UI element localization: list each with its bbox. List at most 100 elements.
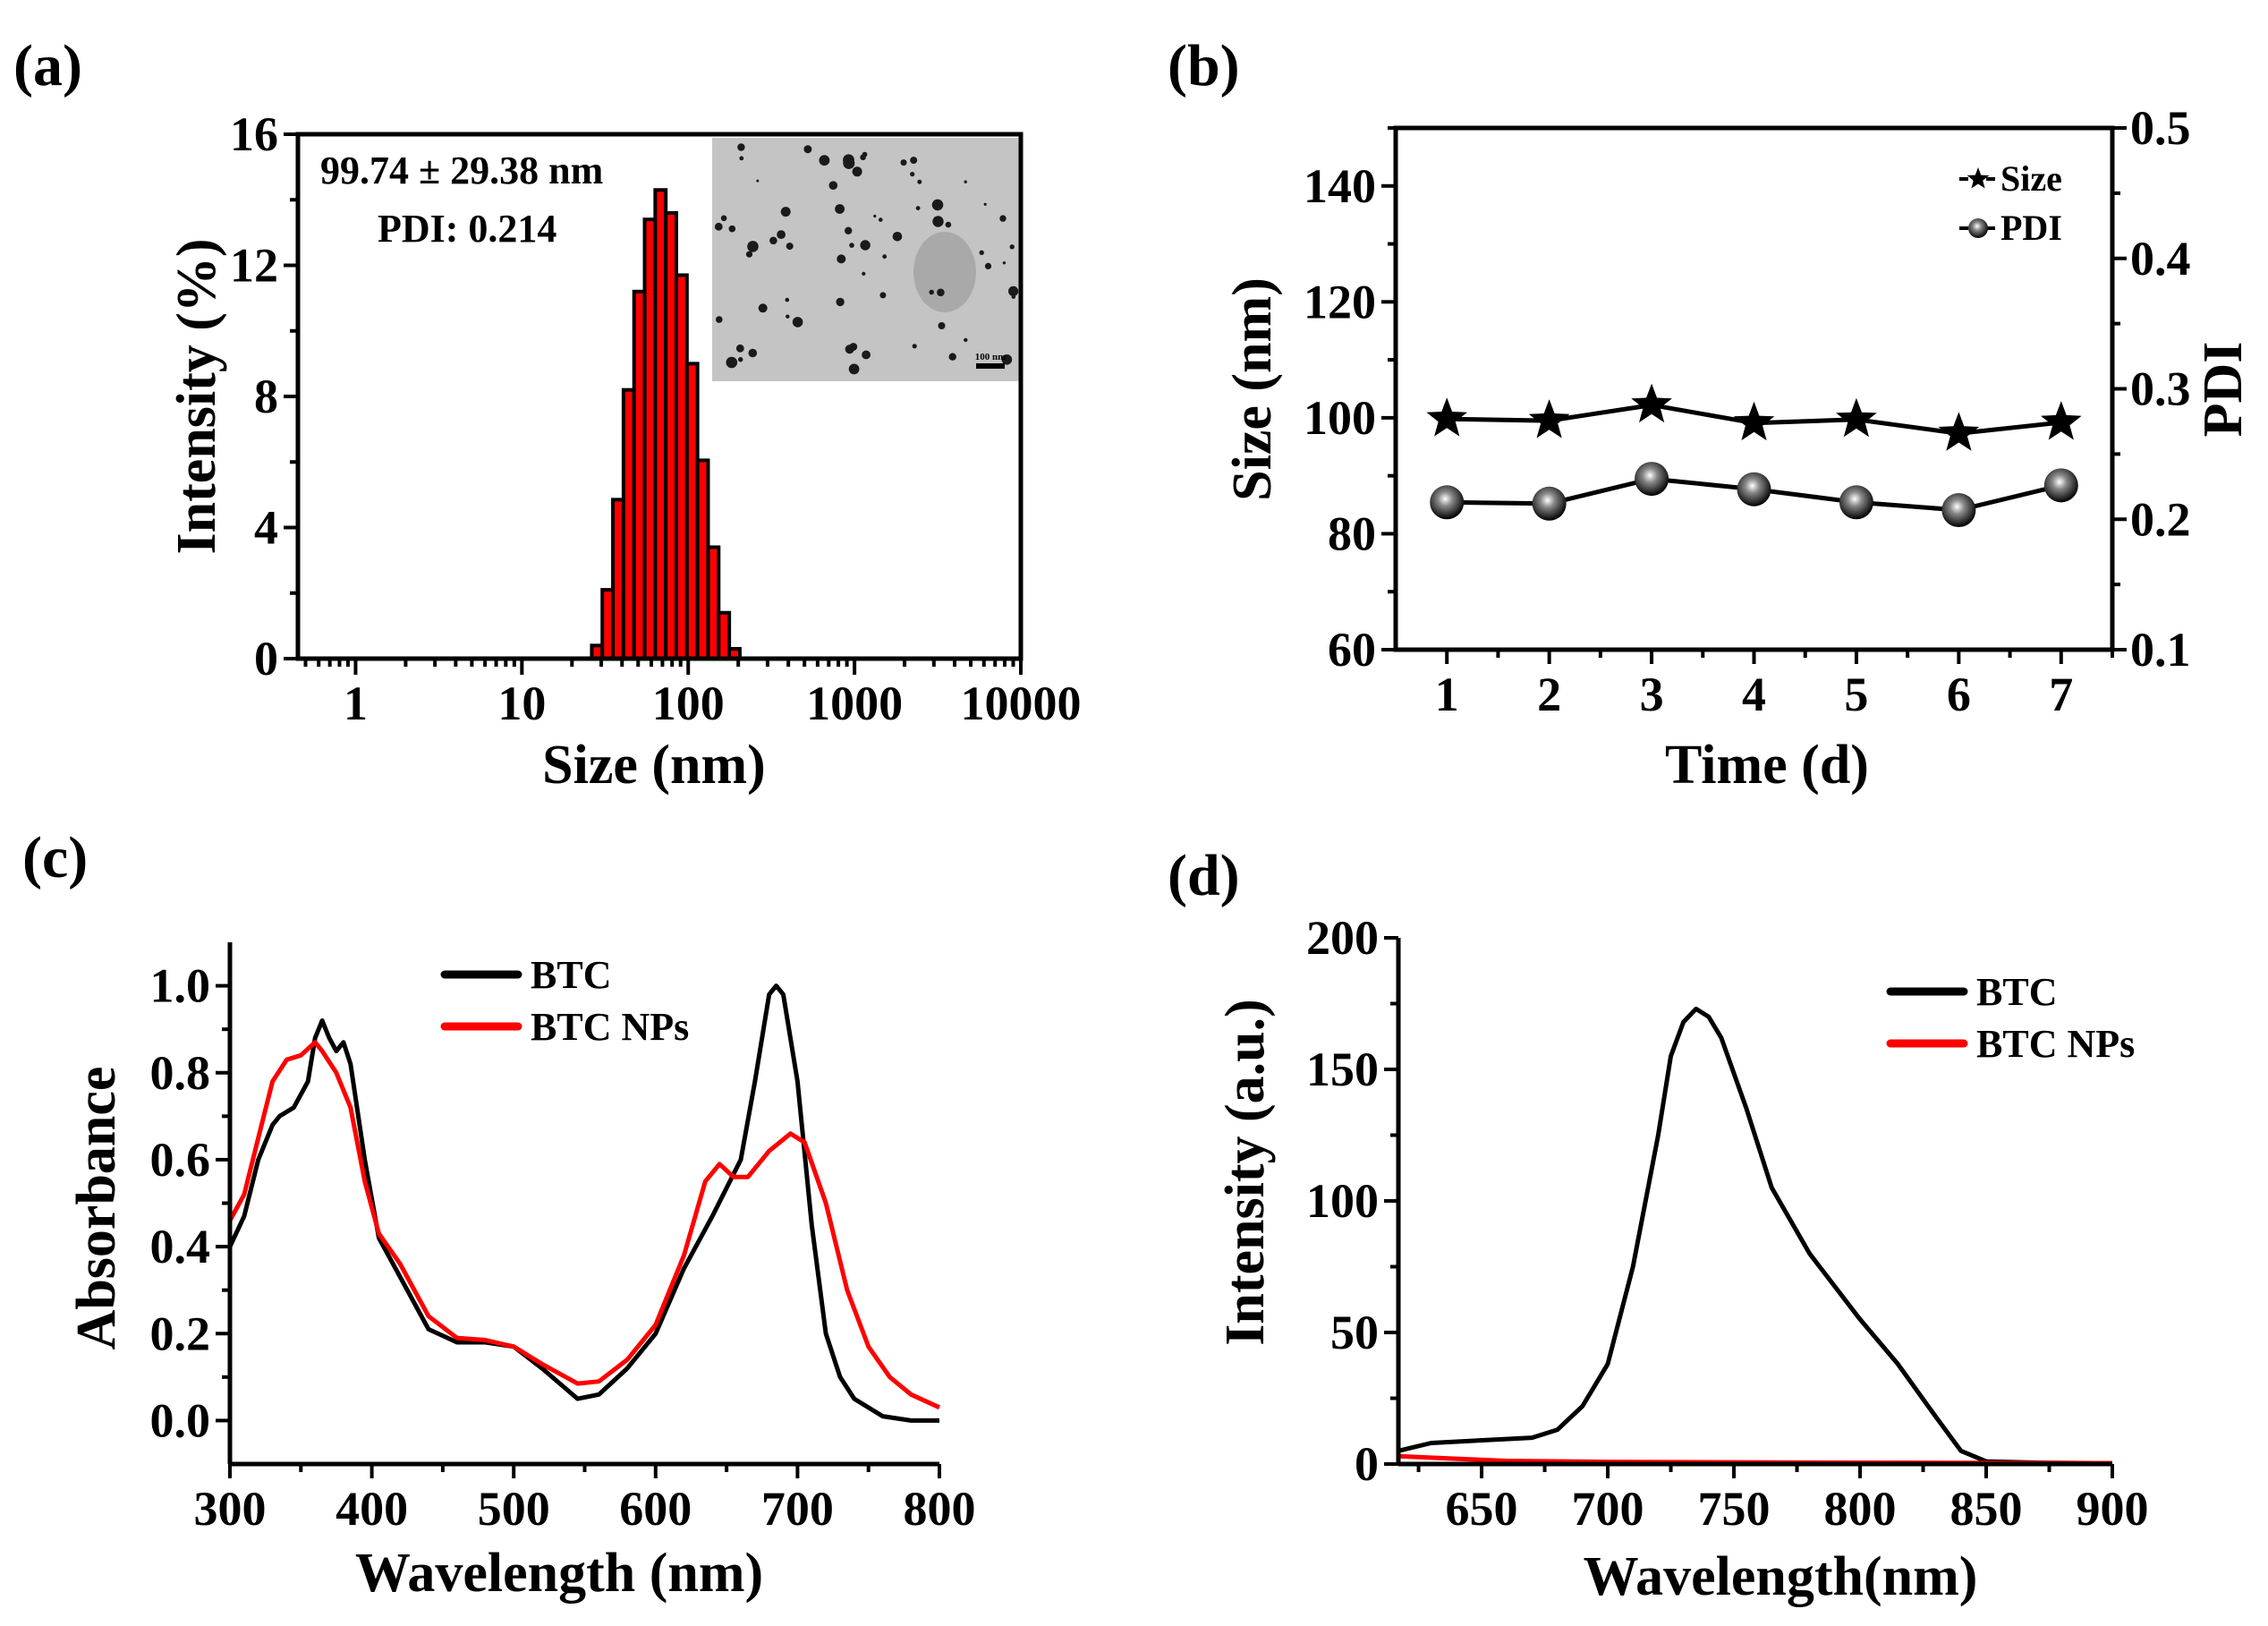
tem-particle (917, 179, 922, 184)
tem-particle (1008, 285, 1019, 296)
size-star-marker (1528, 399, 1570, 438)
tem-particle (785, 297, 790, 302)
legend-label-btc: BTC (1976, 970, 2057, 1014)
tem-particle (803, 145, 812, 154)
tem-particle (964, 180, 967, 183)
tem-particle (835, 204, 845, 214)
size-star-marker (1836, 397, 1877, 438)
tem-inset-image: 100 nm (712, 138, 1021, 381)
panel-label-a: (a) (13, 33, 82, 98)
pdi-sphere-marker (1430, 485, 1465, 520)
tem-particle (1001, 354, 1013, 365)
tem-particle (714, 222, 723, 231)
size-star-marker (1426, 397, 1467, 437)
x-tick-label: 400 (336, 1482, 408, 1536)
tem-particle (786, 314, 790, 319)
tem-particle (780, 207, 791, 217)
tem-particle (738, 357, 743, 362)
y-axis-label-b: Size (nm) (1222, 277, 1283, 501)
tem-particle (882, 254, 888, 260)
tem-particle (964, 337, 968, 343)
tem-particle (932, 216, 944, 227)
x-tick-label: 10000 (961, 677, 1082, 730)
pdi-sphere-marker (1737, 472, 1771, 507)
y-tick-label: 12 (230, 239, 278, 293)
tem-particle (843, 154, 854, 166)
spectrum-line-btc-nps (227, 1040, 941, 1410)
panel-b-stability: (b) Size (nm) PDI Time (d) 1 2 3 4 5 6 7 60 80 10… (1168, 33, 2254, 796)
x-tick-label: 800 (904, 1482, 976, 1536)
tem-particle (860, 154, 866, 161)
pdi-annotation: PDI: 0.214 (378, 207, 556, 251)
size-star-marker (1938, 412, 1980, 451)
tem-particle (948, 353, 956, 361)
y-tick-label: 0.4 (150, 1220, 211, 1273)
y-tick-label: 50 (1330, 1306, 1379, 1359)
tem-particle (720, 215, 727, 222)
tem-particle (984, 262, 992, 269)
tem-particle (938, 322, 946, 329)
x-tick-label: 800 (1824, 1482, 1897, 1536)
y-tick-label: 8 (254, 370, 278, 423)
panel-d-fluorescence: (d) Intensity (a.u.) Wavelength(nm) 650 7… (1168, 843, 2149, 1607)
tem-particle (873, 214, 877, 218)
legend-label-btc-nps: BTC NPs (531, 1005, 689, 1049)
tem-particle (716, 316, 723, 323)
panel-label-d: (d) (1168, 843, 1240, 908)
y-tick-label: 0.0 (150, 1393, 211, 1447)
size-star-marker (1733, 401, 1775, 441)
legend-star-icon (1966, 167, 1990, 189)
x-tick-label: 4 (1742, 668, 1766, 721)
y-tick-label: 0.8 (150, 1046, 211, 1100)
x-axis-label-c: Wavelength (nm) (355, 1543, 763, 1604)
y2-tick-label: 0.4 (2130, 232, 2191, 285)
x-tick-label: 700 (761, 1482, 834, 1536)
x-tick-label: 1 (344, 677, 368, 730)
y-tick-label: 0.2 (150, 1307, 211, 1360)
tem-particle (735, 344, 744, 353)
tem-particle (979, 250, 984, 255)
y2-tick-label: 0.5 (2130, 101, 2191, 155)
y-axis-label-a: Intensity (%) (166, 238, 227, 554)
pdi-sphere-marker (1635, 462, 1669, 497)
x-tick-label: 850 (1950, 1482, 2023, 1536)
tem-particle (929, 289, 934, 295)
y-tick-label: 150 (1306, 1043, 1379, 1096)
y-tick-label: 0 (1355, 1437, 1379, 1491)
tem-particle (728, 225, 736, 233)
y-tick-label: 80 (1328, 507, 1376, 560)
x-tick-label: 1000 (806, 677, 903, 730)
tem-particle (758, 303, 768, 313)
tem-particle (828, 181, 838, 190)
panel-a-size-distribution: (a) Intensity (%) Size (nm) 99.74 ± 29.3… (13, 33, 1082, 796)
tem-particle (837, 254, 846, 264)
tem-particle (845, 226, 853, 234)
x-tick-label: 600 (619, 1482, 692, 1536)
tem-particle (862, 350, 871, 360)
x-tick-label: 2 (1537, 668, 1561, 721)
legend-label-pdi: PDI (2000, 208, 2062, 248)
tem-particle (726, 356, 738, 369)
tem-particle (777, 230, 786, 239)
y-tick-label: 100 (1306, 1174, 1379, 1228)
y2-axis-label-b: PDI (2193, 342, 2254, 438)
tem-particle (845, 345, 854, 354)
tem-particle (852, 166, 862, 177)
x-tick-label: 1 (1435, 668, 1459, 721)
pdi-sphere-marker (2043, 468, 2078, 503)
tem-aggregate (913, 232, 976, 312)
size-annotation: 99.74 ± 29.38 nm (320, 149, 603, 192)
y2-tick-label: 0.2 (2130, 492, 2191, 546)
y-tick-label: 4 (254, 501, 278, 555)
legend-sphere-icon (1968, 218, 1988, 238)
tem-particle (848, 363, 860, 375)
tem-particle (900, 159, 907, 166)
tem-particle (879, 217, 883, 222)
legend-label-size: Size (2000, 158, 2062, 199)
x-tick-label: 700 (1572, 1482, 1644, 1536)
tem-particle (769, 236, 777, 245)
x-axis-label-a: Size (nm) (542, 735, 766, 796)
tem-particle (747, 241, 759, 252)
x-tick-label: 900 (2077, 1482, 2149, 1536)
